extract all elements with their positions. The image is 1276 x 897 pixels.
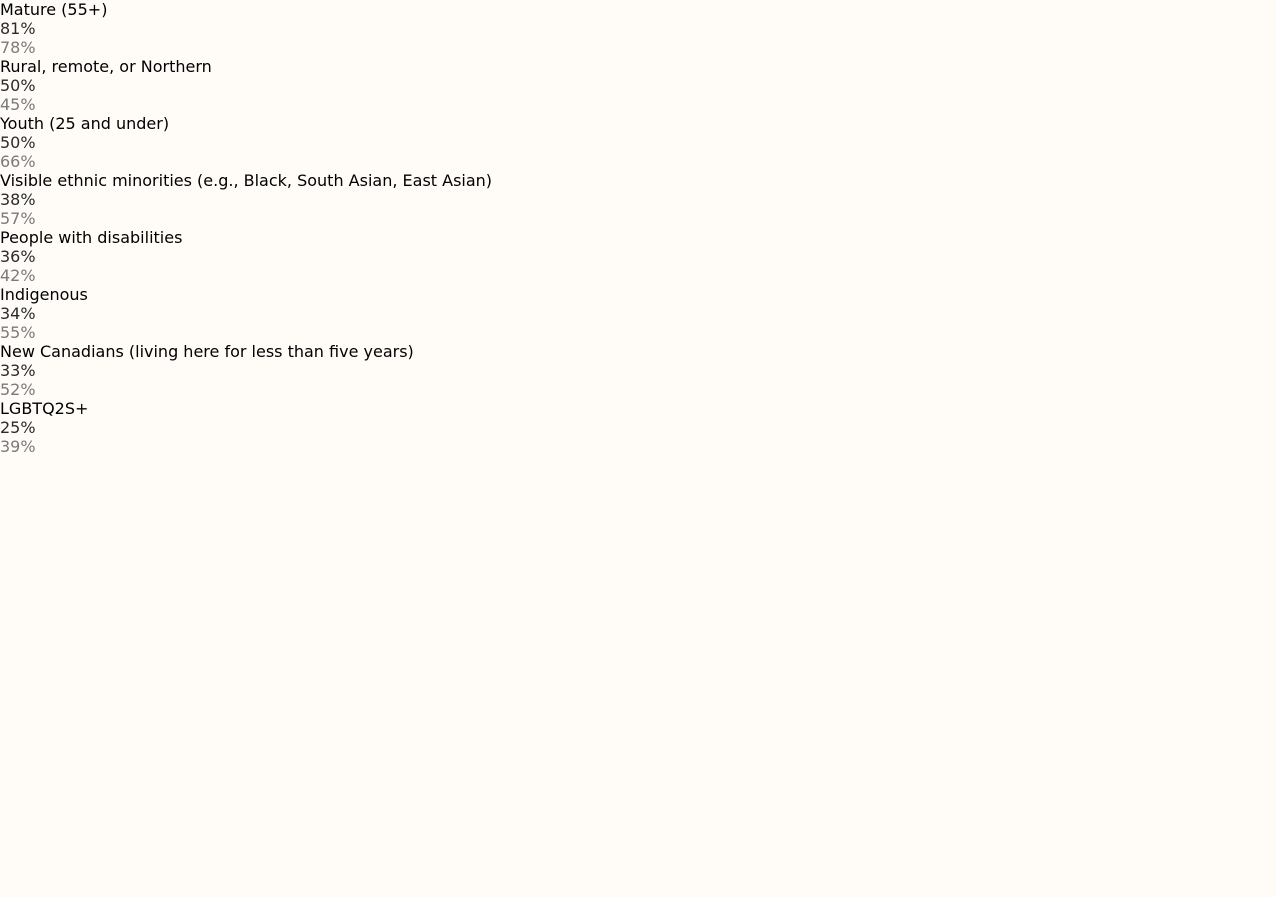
category-row: LGBTQ2S+ [0, 399, 1276, 418]
category-row: People with disabilities [0, 228, 1276, 247]
value-label: 55% [0, 323, 36, 342]
value-label: 38% [0, 190, 36, 209]
value-label: 78% [0, 38, 36, 57]
category-label: Indigenous [0, 285, 88, 304]
category-label: Visible ethnic minorities (e.g., Black, … [0, 171, 493, 190]
category-label: Youth (25 and under) [0, 114, 170, 133]
value-label: 52% [0, 380, 36, 399]
value-label: 57% [0, 209, 36, 228]
category-label: Rural, remote, or Northern [0, 57, 212, 76]
category-label: New Canadians (living here for less than… [0, 342, 414, 361]
category-row: Youth (25 and under) [0, 114, 1276, 133]
value-label: 33% [0, 361, 36, 380]
value-label: 25% [0, 418, 36, 437]
category-label: LGBTQ2S+ [0, 399, 89, 418]
value-label: 42% [0, 266, 36, 285]
value-label: 34% [0, 304, 36, 323]
category-row: Mature (55+) [0, 0, 1276, 19]
category-label: Mature (55+) [0, 0, 108, 19]
category-row: Visible ethnic minorities (e.g., Black, … [0, 171, 1276, 190]
category-row: Rural, remote, or Northern [0, 57, 1276, 76]
value-label: 45% [0, 95, 36, 114]
value-label: 81% [0, 19, 36, 38]
value-label: 50% [0, 133, 36, 152]
value-label: 66% [0, 152, 36, 171]
category-row: Indigenous [0, 285, 1276, 304]
category-label: People with disabilities [0, 228, 183, 247]
value-label: 50% [0, 76, 36, 95]
value-label: 39% [0, 437, 36, 456]
value-label: 36% [0, 247, 36, 266]
category-row: New Canadians (living here for less than… [0, 342, 1276, 361]
